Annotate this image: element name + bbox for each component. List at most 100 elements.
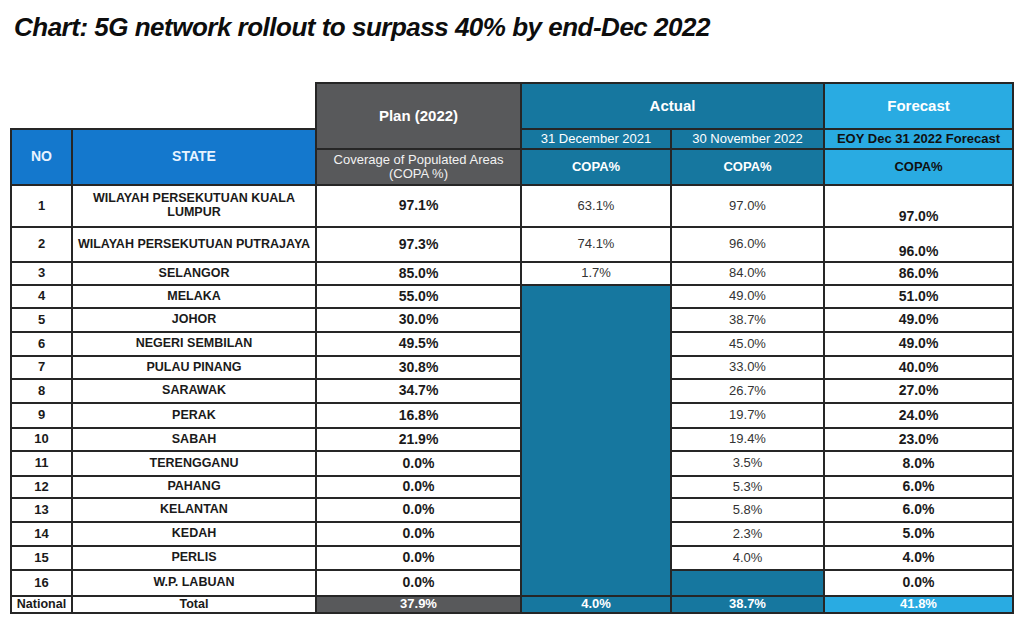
row-state: PAHANG — [72, 476, 316, 498]
header-copa-dec2021: COPA% — [521, 149, 671, 185]
row-no: 6 — [11, 332, 72, 356]
row-forecast: 6.0% — [824, 476, 1013, 498]
row-nov2022: 4.0% — [671, 546, 824, 570]
row-nov2022: 3.5% — [671, 451, 824, 476]
table-row: 12 PAHANG 0.0% 5.3% 6.0% — [11, 476, 1013, 498]
row-state: SELANGOR — [72, 262, 316, 285]
row-state: JOHOR — [72, 308, 316, 332]
row-plan: 0.0% — [316, 522, 521, 546]
page-title: Chart: 5G network rollout to surpass 40%… — [14, 12, 710, 43]
row-state: WILAYAH PERSEKUTUAN KUALA LUMPUR — [72, 185, 316, 227]
row-state: PERAK — [72, 403, 316, 428]
header-group-row: Plan (2022) Actual Forecast — [11, 83, 1013, 129]
row-forecast: 40.0% — [824, 356, 1013, 379]
table-row: 11 TERENGGANU 0.0% 3.5% 8.0% — [11, 451, 1013, 476]
rollout-table: Plan (2022) Actual Forecast NO STATE 31 … — [10, 82, 1014, 614]
national-total-row: National Total 37.9% 4.0% 38.7% 41.8% — [11, 596, 1013, 613]
row-nov2022: 38.7% — [671, 308, 824, 332]
row-no: 5 — [11, 308, 72, 332]
row-plan: 0.0% — [316, 476, 521, 498]
row-nov2022: 5.3% — [671, 476, 824, 498]
row-no: 16 — [11, 570, 72, 596]
row-plan: 0.0% — [316, 451, 521, 476]
header-date-nov2022: 30 November 2022 — [671, 129, 824, 149]
row-nov2022: 19.7% — [671, 403, 824, 428]
row-forecast: 96.0% — [824, 227, 1013, 262]
row-plan: 55.0% — [316, 285, 521, 308]
row-plan: 30.8% — [316, 356, 521, 379]
row-plan: 0.0% — [316, 546, 521, 570]
row-no: 13 — [11, 498, 72, 522]
row-no: 11 — [11, 451, 72, 476]
table-row: 9 PERAK 16.8% 19.7% 24.0% — [11, 403, 1013, 428]
row-plan: 97.1% — [316, 185, 521, 227]
table-row: 8 SARAWAK 34.7% 26.7% 27.0% — [11, 379, 1013, 403]
table-row: 1 WILAYAH PERSEKUTUAN KUALA LUMPUR 97.1%… — [11, 185, 1013, 227]
row-no: 12 — [11, 476, 72, 498]
header-no: NO — [11, 129, 72, 185]
row-state: KEDAH — [72, 522, 316, 546]
row-no: 2 — [11, 227, 72, 262]
row-no: 9 — [11, 403, 72, 428]
table-row: 3 SELANGOR 85.0% 1.7% 84.0% 86.0% — [11, 262, 1013, 285]
row-dec2021: 1.7% — [521, 262, 671, 285]
nov2022-no-data-cell — [671, 570, 824, 596]
row-forecast: 97.0% — [824, 185, 1013, 227]
row-forecast: 49.0% — [824, 332, 1013, 356]
row-plan: 30.0% — [316, 308, 521, 332]
row-forecast: 8.0% — [824, 451, 1013, 476]
row-no: 15 — [11, 546, 72, 570]
row-state: PULAU PINANG — [72, 356, 316, 379]
header-forecast-group: Forecast — [824, 83, 1013, 129]
national-label: National — [11, 596, 72, 613]
row-plan: 0.0% — [316, 498, 521, 522]
row-nov2022: 96.0% — [671, 227, 824, 262]
row-nov2022: 5.8% — [671, 498, 824, 522]
row-state: KELANTAN — [72, 498, 316, 522]
header-plan-group: Plan (2022) — [316, 83, 521, 149]
row-state: W.P. LABUAN — [72, 570, 316, 596]
row-no: 7 — [11, 356, 72, 379]
dec2021-no-data-block — [521, 285, 671, 596]
header-state: STATE — [72, 129, 316, 185]
table-row: 10 SABAH 21.9% 19.4% 23.0% — [11, 428, 1013, 451]
row-forecast: 5.0% — [824, 522, 1013, 546]
row-nov2022: 33.0% — [671, 356, 824, 379]
row-nov2022: 49.0% — [671, 285, 824, 308]
row-plan: 49.5% — [316, 332, 521, 356]
header-date-dec2021: 31 December 2021 — [521, 129, 671, 149]
row-forecast: 24.0% — [824, 403, 1013, 428]
row-nov2022: 26.7% — [671, 379, 824, 403]
row-forecast: 51.0% — [824, 285, 1013, 308]
row-forecast: 0.0% — [824, 570, 1013, 596]
total-label: Total — [72, 596, 316, 613]
row-no: 8 — [11, 379, 72, 403]
row-nov2022: 84.0% — [671, 262, 824, 285]
row-no: 4 — [11, 285, 72, 308]
row-forecast: 6.0% — [824, 498, 1013, 522]
table-row: 16 W.P. LABUAN 0.0% 0.0% — [11, 570, 1013, 596]
row-plan: 16.8% — [316, 403, 521, 428]
row-forecast: 4.0% — [824, 546, 1013, 570]
row-nov2022: 97.0% — [671, 185, 824, 227]
header-eoy-forecast: EOY Dec 31 2022 Forecast — [824, 129, 1013, 149]
row-state: SARAWAK — [72, 379, 316, 403]
table-row: 4 MELAKA 55.0% 49.0% 51.0% — [11, 285, 1013, 308]
row-plan: 0.0% — [316, 570, 521, 596]
row-state: NEGERI SEMBILAN — [72, 332, 316, 356]
header-copa-nov2022: COPA% — [671, 149, 824, 185]
header-blank-space — [11, 83, 316, 129]
row-state: SABAH — [72, 428, 316, 451]
row-nov2022: 19.4% — [671, 428, 824, 451]
row-state: PERLIS — [72, 546, 316, 570]
row-state: WILAYAH PERSEKUTUAN PUTRAJAYA — [72, 227, 316, 262]
table-row: 13 KELANTAN 0.0% 5.8% 6.0% — [11, 498, 1013, 522]
table-row: 6 NEGERI SEMBILAN 49.5% 45.0% 49.0% — [11, 332, 1013, 356]
row-no: 10 — [11, 428, 72, 451]
table-row: 7 PULAU PINANG 30.8% 33.0% 40.0% — [11, 356, 1013, 379]
header-actual-group: Actual — [521, 83, 824, 129]
row-nov2022: 45.0% — [671, 332, 824, 356]
row-plan: 21.9% — [316, 428, 521, 451]
row-no: 14 — [11, 522, 72, 546]
row-forecast: 27.0% — [824, 379, 1013, 403]
